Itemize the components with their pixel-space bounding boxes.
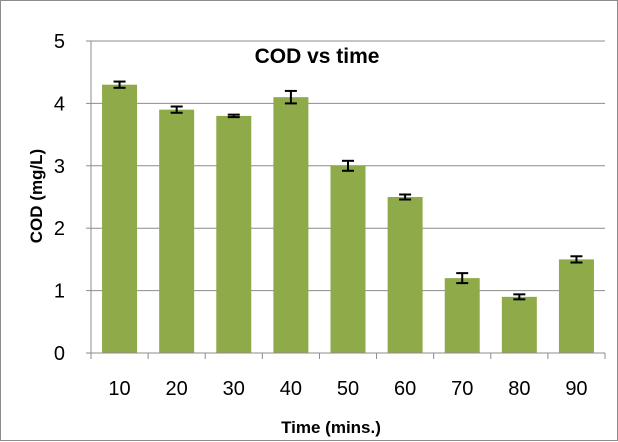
y-tick-label: 4 xyxy=(54,93,65,115)
bar-60 xyxy=(387,197,423,353)
bar-30 xyxy=(216,115,252,353)
x-tick-label: 50 xyxy=(337,378,359,400)
x-tick-label: 20 xyxy=(166,378,188,400)
chart-title: COD vs time xyxy=(255,45,380,68)
y-tick-labels: 0 1 2 3 4 5 xyxy=(54,31,65,365)
x-tick-label: 70 xyxy=(451,378,473,400)
x-tick-labels: 10 20 30 40 50 60 70 80 90 xyxy=(108,378,587,400)
bar-20 xyxy=(159,109,195,353)
bar-10 xyxy=(102,84,138,354)
x-tick-label: 90 xyxy=(565,378,587,400)
bar-90 xyxy=(558,259,594,353)
x-axis-title: Time (mins.) xyxy=(281,418,381,437)
y-tick-label: 1 xyxy=(54,281,65,303)
x-tick-label: 40 xyxy=(280,378,302,400)
error-bars xyxy=(113,80,583,301)
x-tick-label: 10 xyxy=(108,378,130,400)
y-axis-title: COD (mg/L) xyxy=(27,149,46,243)
y-tick-label: 0 xyxy=(54,343,65,365)
x-tick-label: 60 xyxy=(394,378,416,400)
bar-70 xyxy=(444,278,480,353)
axes xyxy=(86,40,606,359)
bars xyxy=(102,84,594,354)
bar-50 xyxy=(330,165,366,353)
x-tick-label: 80 xyxy=(508,378,530,400)
y-tick-label: 5 xyxy=(54,31,65,53)
bar-80 xyxy=(501,296,537,353)
y-tick-label: 3 xyxy=(54,156,65,178)
x-tick-label: 30 xyxy=(223,378,245,400)
y-tick-label: 2 xyxy=(54,218,65,240)
bar-40 xyxy=(273,97,309,353)
